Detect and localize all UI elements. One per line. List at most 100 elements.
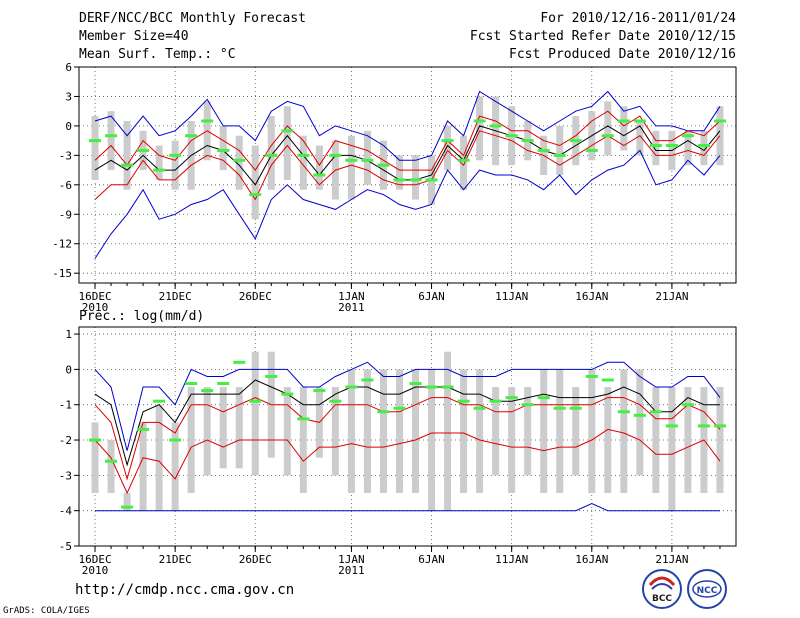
y-tick-label: 1 (65, 328, 72, 341)
y-tick-label: -12 (52, 238, 72, 251)
x-tick-label: 6JAN (418, 290, 445, 303)
box-bar (155, 404, 163, 511)
ensemble-marker (489, 399, 502, 403)
box-bar (540, 369, 548, 494)
box-bar (363, 369, 371, 494)
ensemble-marker (425, 178, 438, 182)
box-bar (620, 369, 628, 494)
ensemble-marker (537, 148, 550, 152)
ensemble-marker (473, 406, 486, 410)
y-tick-label: 3 (65, 90, 72, 103)
bcc-logo: BCC (642, 569, 682, 609)
ensemble-marker (569, 139, 582, 143)
ensemble-marker (441, 139, 454, 143)
ensemble-marker (521, 403, 534, 407)
ensemble-marker (217, 382, 230, 386)
ensemble-marker (601, 134, 614, 138)
variable-label-prec: Prec.: log(mm/d) (79, 309, 205, 324)
box-bar (347, 369, 355, 494)
ensemble-marker (89, 438, 102, 442)
ensemble-marker (169, 438, 182, 442)
x-tick-label: 26DEC (239, 290, 272, 303)
box-bar (492, 387, 500, 476)
series-line-min (95, 503, 720, 512)
ensemble-marker (345, 385, 358, 389)
x-tick-label: 21JAN (655, 553, 688, 566)
x-tick-year-label: 2011 (338, 564, 365, 577)
box-bar (428, 369, 436, 511)
series-line-max (94, 90, 721, 161)
box-bar (107, 111, 115, 171)
x-tick-label: 16DEC (78, 290, 111, 303)
x-tick-label: 21DEC (159, 553, 192, 566)
ensemble-marker (185, 134, 198, 138)
box-bar (139, 422, 147, 511)
box-bar (331, 387, 339, 476)
y-tick-label: -3 (59, 469, 72, 482)
box-bar (123, 493, 131, 511)
box-bar (604, 387, 612, 494)
y-tick-label: -15 (52, 267, 72, 280)
box-bar (155, 145, 163, 180)
grads-credit: GrADS: COLA/IGES (3, 606, 90, 616)
ensemble-marker (297, 417, 310, 421)
ensemble-marker (153, 168, 166, 172)
x-tick-label: 6JAN (418, 553, 445, 566)
x-tick-label: 11JAN (495, 290, 528, 303)
ensemble-marker (681, 403, 694, 407)
ensemble-marker (713, 119, 726, 123)
box-bar (636, 369, 644, 476)
ensemble-marker (329, 153, 342, 157)
ensemble-marker (169, 153, 182, 157)
plot-frame (78, 326, 737, 547)
ensemble-marker (361, 158, 374, 162)
box-bar (636, 121, 644, 156)
box-bar (412, 155, 420, 200)
box-bar (235, 387, 243, 469)
box-bar (556, 125, 564, 175)
box-bar (620, 106, 628, 151)
box-bar (524, 387, 532, 476)
box-bar (267, 116, 275, 190)
box-bar (171, 422, 179, 511)
ensemble-marker (329, 399, 342, 403)
ncc-logo-text: NCC (697, 586, 718, 596)
ensemble-marker (617, 410, 630, 414)
ensemble-marker (505, 396, 518, 400)
forecast-produced-date: Fcst Produced Date 2010/12/16 (509, 47, 736, 62)
ensemble-marker (377, 163, 390, 167)
source-url[interactable]: http://cmdp.ncc.cma.gov.cn (75, 582, 295, 598)
ensemble-marker (153, 399, 166, 403)
y-tick-label: -2 (59, 434, 72, 447)
box-bar (684, 130, 692, 166)
ensemble-marker (233, 158, 246, 162)
chart-title: DERF/NCC/BCC Monthly Forecast (79, 11, 306, 26)
series-line-lower (94, 130, 721, 201)
ensemble-marker (217, 148, 230, 152)
ensemble-marker (665, 144, 678, 148)
forecast-started-date: Fcst Started Refer Date 2010/12/15 (469, 29, 736, 44)
ensemble-marker (393, 178, 406, 182)
box-bar (379, 369, 387, 494)
box-bar (203, 387, 211, 476)
box-bar (572, 387, 580, 476)
box-bar (652, 387, 660, 494)
ensemble-marker (361, 378, 374, 382)
member-size: Member Size=40 (79, 29, 189, 44)
ensemble-marker (649, 410, 662, 414)
ensemble-marker (201, 389, 214, 393)
y-tick-label: -3 (59, 149, 72, 162)
ensemble-marker (105, 134, 118, 138)
forecast-period: For 2010/12/16-2011/01/24 (540, 11, 736, 26)
ensemble-marker (633, 119, 646, 123)
logos: BCC NCC (642, 569, 727, 609)
box-bar (460, 369, 468, 494)
ensemble-marker (345, 158, 358, 162)
box-bar (604, 101, 612, 156)
ensemble-marker (137, 427, 150, 431)
box-bar (363, 130, 371, 185)
box-bar (171, 140, 179, 190)
box-bar (299, 135, 307, 190)
ensemble-marker (201, 119, 214, 123)
series-line-min (94, 149, 721, 259)
